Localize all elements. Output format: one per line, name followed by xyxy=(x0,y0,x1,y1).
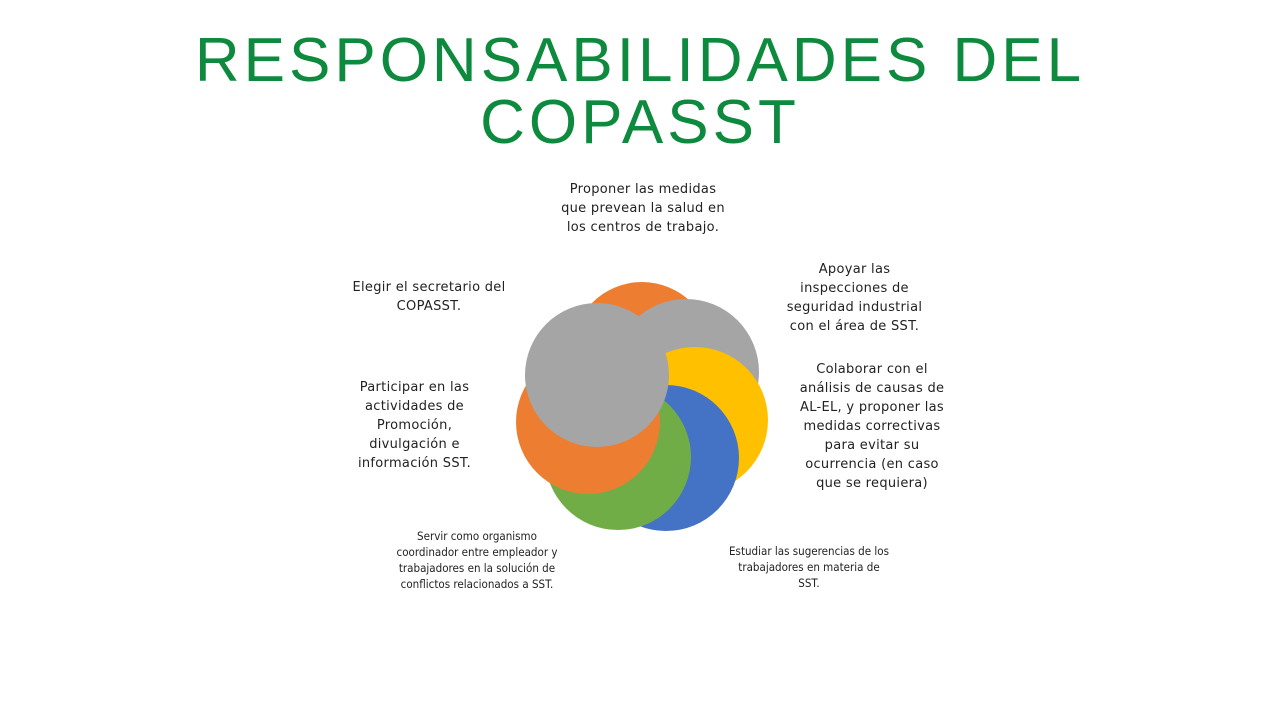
label-apoyar: Apoyar las inspecciones de seguridad ind… xyxy=(786,262,923,334)
slide-title-line-1: RESPONSABILIDADES DEL xyxy=(194,26,1086,95)
circle-elegir xyxy=(525,303,669,447)
label-servir: Servir como organismo coordinador entre … xyxy=(396,529,558,591)
label-elegir: Elegir el secretario del COPASST. xyxy=(352,280,506,314)
label-proponer: Proponer las medidas que prevean la salu… xyxy=(561,182,725,235)
label-colaborar: Colaborar con el análisis de causas de A… xyxy=(799,362,945,491)
slide-title-line-2: COPASST xyxy=(480,88,800,157)
label-estudiar: Estudiar las sugerencias de los trabajad… xyxy=(729,544,889,590)
slide-title: RESPONSABILIDADES DEL COPASST xyxy=(140,30,1140,154)
label-participar: Participar en las actividades de Promoci… xyxy=(357,380,472,471)
